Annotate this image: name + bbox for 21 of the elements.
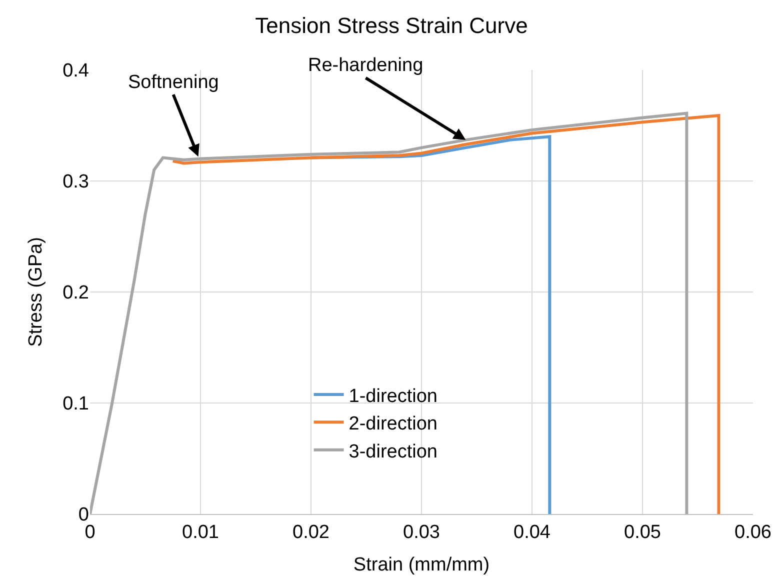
annotation: Re-hardening: [308, 55, 424, 76]
chart-title: Tension Stress Strain Curve: [255, 12, 528, 38]
y-tick-label: 0: [78, 504, 89, 526]
x-axis-title: Strain (mm/mm): [353, 554, 490, 576]
y-axis-title: Stress (GPa): [25, 237, 46, 347]
y-tick-label: 0.1: [62, 394, 89, 415]
legend-label: 2-direction: [348, 414, 438, 435]
x-tick-label: 0.03: [403, 522, 440, 543]
line-series: [171, 114, 720, 514]
annotation: Softnening: [128, 72, 219, 93]
x-tick-label: 0.06: [734, 522, 772, 543]
y-tick-label: 0.3: [62, 172, 89, 193]
y-tick-label: 0.4: [62, 60, 90, 82]
legend-label: 1-direction: [348, 386, 438, 407]
y-tick-label: 0.2: [62, 282, 89, 304]
x-tick-label: 0.05: [624, 522, 661, 543]
x-tick-label: 0.04: [514, 522, 551, 543]
x-tick-label: 0.02: [292, 522, 330, 543]
legend-label: 3-direction: [348, 441, 438, 462]
line-series: [90, 112, 688, 514]
x-tick-label: 0.01: [182, 522, 219, 543]
